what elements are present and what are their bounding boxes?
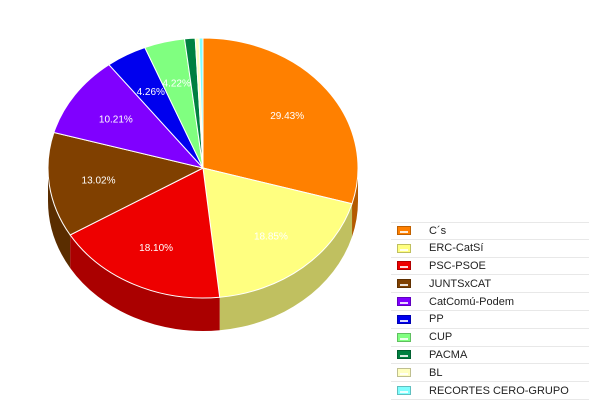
legend-item-erc-cats[interactable]: ERC-CatSí (391, 240, 589, 258)
legend-item-psc-psoe[interactable]: PSC-PSOE (391, 258, 589, 276)
slice-label-pp: 4.26% (137, 87, 165, 98)
legend-label: ERC-CatSí (429, 242, 484, 255)
legend-label: JUNTSxCAT (429, 277, 492, 290)
legend-label: C´s (429, 224, 447, 237)
legend-label: PSC-PSOE (429, 259, 486, 272)
pie-3d-sides (48, 168, 358, 331)
pie-side-psc-psoe (70, 234, 220, 331)
legend-label: PP (429, 313, 444, 326)
chart-legend: C´s ERC-CatSí PSC-PSOE JUNTSxCAT CatComú-Pod… (391, 222, 589, 400)
legend-label: CatComú-Podem (429, 295, 514, 308)
slice-label-cup: 4.22% (163, 78, 191, 89)
pie-side-juntsxcat (48, 168, 71, 268)
legend-swatch (397, 368, 411, 378)
legend-swatch (397, 386, 411, 396)
pie-side-erc-cats (219, 203, 353, 331)
slice-label-catcom-podem: 10.21% (99, 114, 133, 125)
pie-slices (47, 37, 359, 299)
legend-label: RECORTES CERO-GRUPO (429, 384, 569, 397)
pie-slice-psc-psoe[interactable] (69, 167, 221, 299)
slice-label-psc-psoe: 18.10% (139, 243, 173, 254)
legend-item-catcom-podem[interactable]: CatComú-Podem (391, 293, 589, 311)
pie-slice-juntsxcat[interactable] (47, 131, 205, 236)
slice-label-c-s: 29.43% (270, 111, 304, 122)
pie-slice-recortes-cero-grupo[interactable] (198, 37, 204, 169)
legend-swatch (397, 243, 411, 253)
legend-item-pacma[interactable]: PACMA (391, 347, 589, 365)
pie-slice-c-s[interactable] (202, 37, 359, 205)
legend-item-recortes-cero-grupo[interactable]: RECORTES CERO-GRUPO (391, 382, 589, 400)
legend-item-c-s[interactable]: C´s (391, 222, 589, 240)
legend-swatch (397, 279, 411, 289)
legend-label: BL (429, 366, 443, 379)
legend-label: PACMA (429, 348, 468, 361)
legend-item-juntsxcat[interactable]: JUNTSxCAT (391, 275, 589, 294)
pie-side-c-s (352, 168, 358, 237)
pie-slice-catcom-podem[interactable] (53, 64, 205, 169)
legend-swatch (397, 350, 411, 360)
pie-slice-erc-cats[interactable] (202, 167, 353, 298)
legend-swatch (397, 226, 411, 236)
legend-item-pp[interactable]: PP (391, 311, 589, 329)
slice-label-juntsxcat: 13.02% (82, 176, 116, 187)
legend-swatch (397, 261, 411, 271)
pie-labels: 29.43% 18.85% 18.10% 13.02% 10.21% 4.26%4.22% (82, 78, 305, 254)
legend-swatch (397, 297, 411, 307)
legend-item-bl[interactable]: BL (391, 364, 589, 383)
slice-label-erc-cats: 18.85% (254, 232, 288, 243)
legend-item-cup[interactable]: CUP (391, 329, 589, 347)
legend-swatch (397, 332, 411, 342)
legend-label: CUP (429, 331, 453, 344)
legend-swatch (397, 314, 411, 324)
